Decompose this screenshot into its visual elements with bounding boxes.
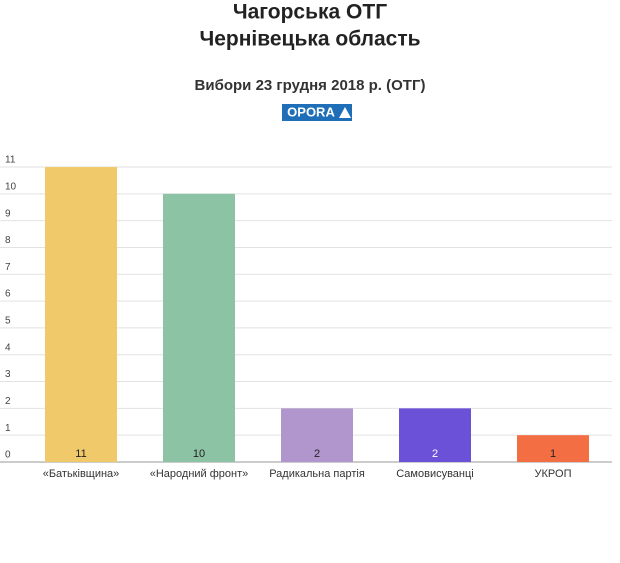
chart-subtitle: Вибори 23 грудня 2018 р. (ОТГ) <box>195 77 426 94</box>
bar <box>399 408 471 462</box>
bar <box>281 408 353 462</box>
value-label: 1 <box>550 448 556 460</box>
value-label: 2 <box>314 448 320 460</box>
x-tick-label: Радикальна партія <box>269 468 365 480</box>
y-tick-label: 1 <box>5 423 11 434</box>
x-tick-label: Самовисуванці <box>396 468 474 480</box>
logo-text: OPORA <box>287 104 335 119</box>
chart-title: Чагорська ОТГ <box>233 1 387 24</box>
y-tick-label: 8 <box>5 235 11 246</box>
x-tick-label: УКРОП <box>535 468 572 480</box>
y-tick-label: 0 <box>5 450 11 461</box>
chart-title: Чернівецька область <box>199 28 420 51</box>
value-label: 2 <box>432 448 438 460</box>
logo-box <box>282 104 352 121</box>
logo-icon <box>339 107 351 118</box>
y-tick-label: 2 <box>5 396 11 407</box>
x-tick-label: «Батьківщина» <box>43 468 120 480</box>
bar <box>45 167 117 462</box>
logo: OPORA <box>282 104 352 121</box>
x-tick-label: «Народний фронт» <box>150 468 249 480</box>
y-tick-label: 10 <box>5 181 17 192</box>
value-label: 11 <box>75 448 86 460</box>
y-tick-label: 4 <box>5 342 11 353</box>
bar <box>163 193 235 462</box>
y-tick-label: 6 <box>5 289 11 300</box>
y-tick-label: 9 <box>5 208 11 219</box>
value-label: 10 <box>193 448 205 460</box>
y-tick-label: 7 <box>5 262 11 273</box>
y-tick-label: 3 <box>5 369 11 380</box>
y-tick-label: 5 <box>5 316 11 327</box>
bar <box>517 435 589 462</box>
y-tick-label: 11 <box>5 155 16 166</box>
